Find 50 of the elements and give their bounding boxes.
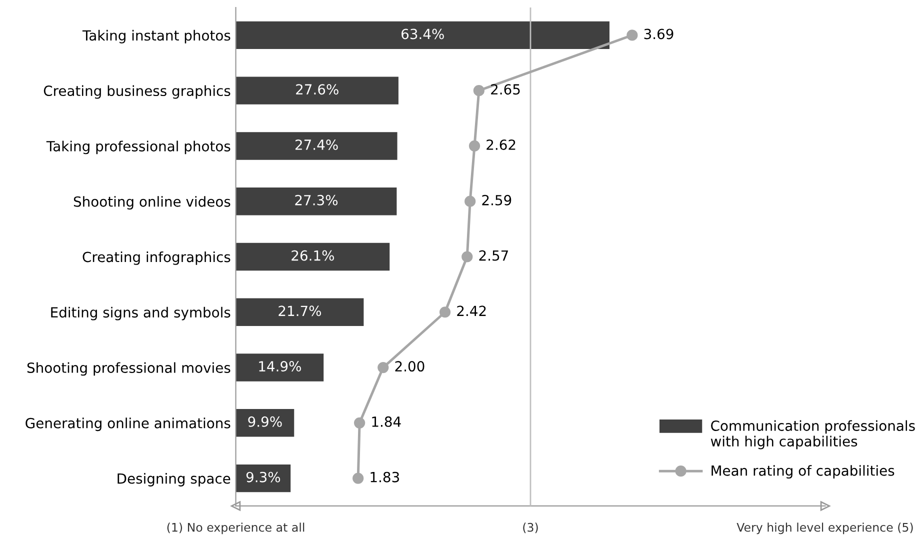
data-label: 27.4% xyxy=(295,139,338,150)
y-tick-label: Taking instant photos xyxy=(82,30,230,44)
point xyxy=(464,196,476,207)
legend-label: Communication professionals with high capabilities xyxy=(710,420,915,450)
x2-tick-label: (1) No experience at all xyxy=(167,522,304,534)
bar xyxy=(236,409,294,437)
point xyxy=(473,85,484,96)
data-label: 14.9% xyxy=(259,361,301,372)
y-tick-label: Editing signs and symbols xyxy=(51,306,230,320)
point xyxy=(462,251,473,262)
point xyxy=(378,362,389,374)
y-tick-label: Shooting online videos xyxy=(74,196,230,210)
y-tick-label: Generating online animations xyxy=(26,418,230,432)
bar xyxy=(236,464,291,492)
bar xyxy=(236,242,390,271)
data-label: 2.00 xyxy=(395,361,424,372)
data-label: 9.3% xyxy=(246,472,280,482)
bar xyxy=(236,354,324,382)
data-label: 2.57 xyxy=(479,250,508,261)
x2-tick-label: Very high level experience (5) xyxy=(736,522,913,534)
data-label: 1.84 xyxy=(372,416,401,427)
data-label: 2.65 xyxy=(491,84,520,95)
data-label: 1.83 xyxy=(370,472,400,482)
data-label: 9.9% xyxy=(248,416,282,427)
legend-label: Mean rating of capabilities xyxy=(712,465,894,479)
y-tick-label: Shooting professional movies xyxy=(27,362,230,376)
data-label: 26.1% xyxy=(292,250,334,261)
data-label: 2.59 xyxy=(482,194,512,206)
data-label: 3.69 xyxy=(644,28,674,40)
data-label: 2.42 xyxy=(457,306,486,316)
point xyxy=(626,30,638,41)
bar xyxy=(236,298,364,326)
bar xyxy=(236,21,610,50)
y-tick-label: Creating infographics xyxy=(82,251,230,265)
y-tick-label: Creating business graphics xyxy=(44,85,230,99)
data-label: 21.7% xyxy=(278,306,322,316)
point xyxy=(352,472,364,484)
data-label: 27.6% xyxy=(296,84,338,95)
x2-tick-label: (3) xyxy=(523,522,538,534)
data-label: 63.4% xyxy=(402,28,444,40)
bar xyxy=(236,132,398,160)
bar xyxy=(236,188,397,216)
bar xyxy=(236,76,398,104)
data-label: 2.62 xyxy=(486,139,516,150)
point xyxy=(439,306,451,318)
y-tick-label: Designing space xyxy=(118,473,230,486)
point xyxy=(468,140,480,152)
point xyxy=(354,417,366,428)
data-label: 27.3% xyxy=(295,194,338,206)
y-tick-label: Taking professional photos xyxy=(46,140,230,154)
